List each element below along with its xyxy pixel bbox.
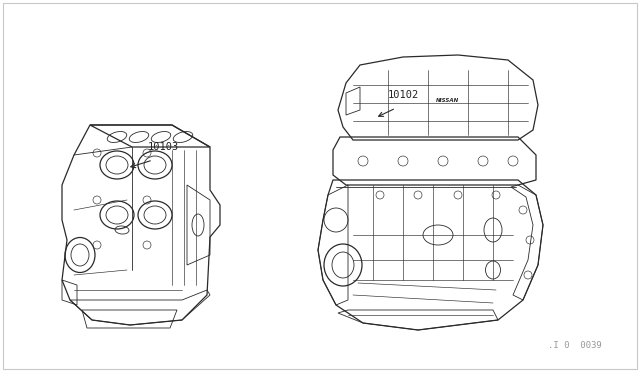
Text: 10103: 10103	[148, 142, 179, 152]
Text: .I 0  0039: .I 0 0039	[548, 341, 602, 350]
Text: 10102: 10102	[388, 90, 419, 100]
Text: NISSAN: NISSAN	[436, 97, 460, 103]
